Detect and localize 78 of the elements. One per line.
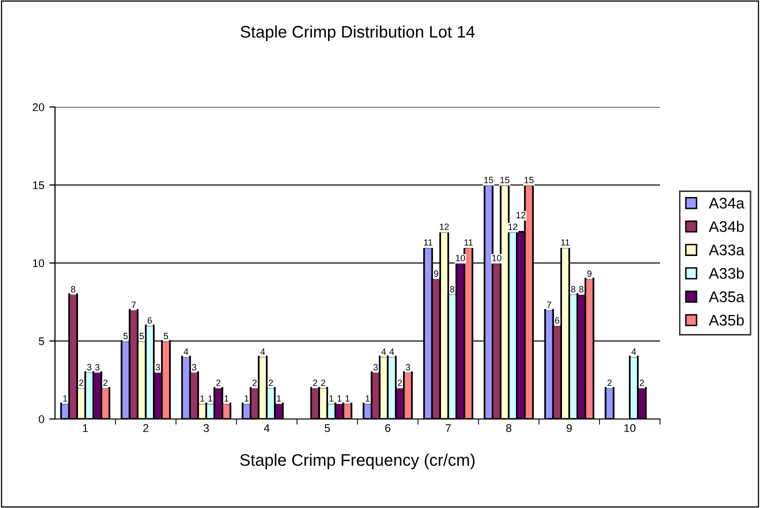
data-label: 11 (464, 239, 473, 246)
x-tick-label: 7 (446, 424, 451, 432)
data-label: 2 (79, 380, 84, 386)
data-label: 1 (200, 395, 204, 402)
data-label: 12 (516, 212, 526, 218)
data-label: 2 (608, 380, 612, 386)
data-label: 3 (87, 364, 92, 370)
data-label: 5 (164, 332, 168, 340)
data-label: 1 (329, 395, 334, 402)
data-label: 7 (547, 302, 552, 308)
data-label: 15 (524, 176, 534, 184)
chart-title: Staple Crimp Distribution Lot 14 (240, 25, 475, 42)
data-label: 4 (260, 348, 265, 355)
data-label: 5 (140, 332, 144, 340)
data-label: 11 (561, 239, 570, 246)
legend-label: A34a (708, 198, 744, 209)
legend-label: A34b (708, 220, 744, 232)
data-label: 1 (277, 395, 281, 402)
legend-label: A35b (708, 314, 744, 326)
data-label: 8 (71, 286, 76, 292)
x-tick-label: 8 (506, 424, 512, 432)
data-label: 9 (587, 270, 592, 277)
data-label: 4 (389, 348, 394, 355)
data-label: 2 (103, 380, 108, 386)
data-label: 3 (373, 364, 378, 370)
legend-label: A35a (708, 291, 744, 302)
x-tick-label: 5 (324, 424, 330, 432)
data-label: 9 (434, 270, 438, 277)
data-label: 12 (440, 224, 449, 230)
data-label: 4 (381, 348, 386, 355)
x-tick-label: 2 (143, 424, 148, 432)
legend-label: A33a (708, 244, 744, 256)
data-label: 1 (63, 395, 68, 402)
data-label: 11 (424, 239, 432, 246)
data-label: 1 (338, 395, 342, 402)
data-label: 3 (406, 364, 410, 370)
data-label: 1 (208, 395, 212, 402)
x-axis-title: Staple Crimp Frequency (cr/cm) (240, 454, 475, 470)
x-tick-label: 4 (264, 424, 270, 432)
x-tick-label: 1 (83, 424, 88, 432)
x-tick-label: 9 (566, 424, 572, 432)
data-label: 2 (313, 380, 318, 386)
data-label: 5 (123, 332, 128, 340)
data-label: 1 (366, 395, 370, 402)
data-label: 10 (492, 254, 502, 262)
data-label: 3 (192, 364, 196, 370)
data-label: 15 (500, 176, 510, 184)
data-label: 1 (224, 395, 228, 402)
data-label: 8 (450, 286, 454, 292)
data-label: 2 (398, 380, 402, 386)
x-tick-label: 3 (204, 424, 209, 432)
y-tick-label: 0 (38, 415, 44, 424)
x-tick-label: 6 (385, 424, 390, 432)
data-label: 7 (132, 302, 136, 308)
data-label: 15 (484, 176, 494, 184)
data-label: 2 (640, 380, 644, 386)
y-tick-label: 15 (33, 181, 44, 190)
data-label: 12 (508, 224, 518, 230)
data-label: 2 (268, 380, 273, 386)
data-label: 1 (244, 395, 249, 402)
data-label: 3 (156, 364, 160, 370)
data-label: 2 (216, 380, 220, 386)
data-label: 8 (571, 286, 576, 292)
data-label: 6 (555, 317, 560, 324)
data-label: 2 (321, 380, 326, 386)
data-label: 4 (184, 348, 188, 355)
data-label: 1 (346, 395, 350, 402)
y-tick-label: 10 (33, 259, 44, 268)
x-tick-label: 10 (624, 424, 636, 432)
y-tick-label: 20 (32, 103, 44, 112)
data-label: 8 (579, 286, 584, 292)
data-label: 6 (148, 317, 152, 324)
legend-label: A33b (708, 268, 744, 279)
y-tick-label: 5 (38, 337, 44, 346)
data-label: 2 (252, 380, 257, 386)
data-label: 3 (95, 364, 100, 370)
data-label: 4 (631, 348, 636, 355)
data-label: 10 (456, 254, 466, 262)
